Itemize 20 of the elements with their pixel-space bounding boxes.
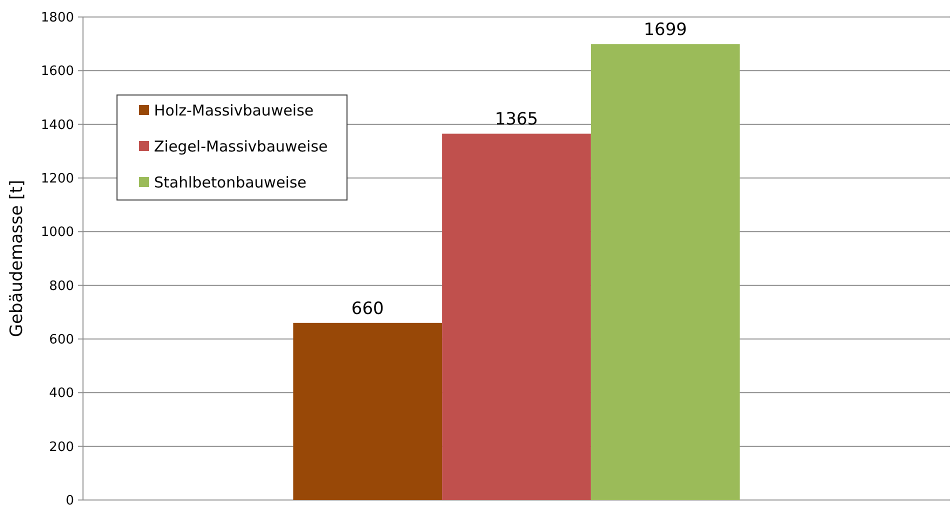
- y-tick-label: 1600: [40, 64, 74, 80]
- y-tick-label: 600: [49, 332, 74, 348]
- data-label: 1365: [494, 110, 538, 130]
- y-tick-label: 1400: [40, 118, 74, 133]
- bar: [590, 44, 740, 500]
- bar: [293, 322, 442, 500]
- data-label: 660: [351, 298, 384, 319]
- y-tick-label: 200: [49, 440, 74, 455]
- y-tick-label: 1800: [40, 10, 74, 26]
- y-tick-label: 0: [66, 494, 74, 505]
- y-tick-label: 1000: [40, 225, 74, 240]
- y-tick-label: 1200: [40, 172, 74, 187]
- y-axis-title: Gebäudemasse [t]: [7, 180, 27, 338]
- legend-label: Stahlbetonbauweise: [154, 173, 307, 192]
- data-label: 1699: [644, 20, 688, 40]
- y-tick-label: 800: [49, 278, 74, 294]
- legend-label: Holz-Massivbauweise: [154, 101, 314, 120]
- bar: [442, 134, 591, 500]
- legend-label: Ziegel-Massivbauweise: [154, 137, 328, 156]
- y-tick-label: 400: [49, 386, 74, 402]
